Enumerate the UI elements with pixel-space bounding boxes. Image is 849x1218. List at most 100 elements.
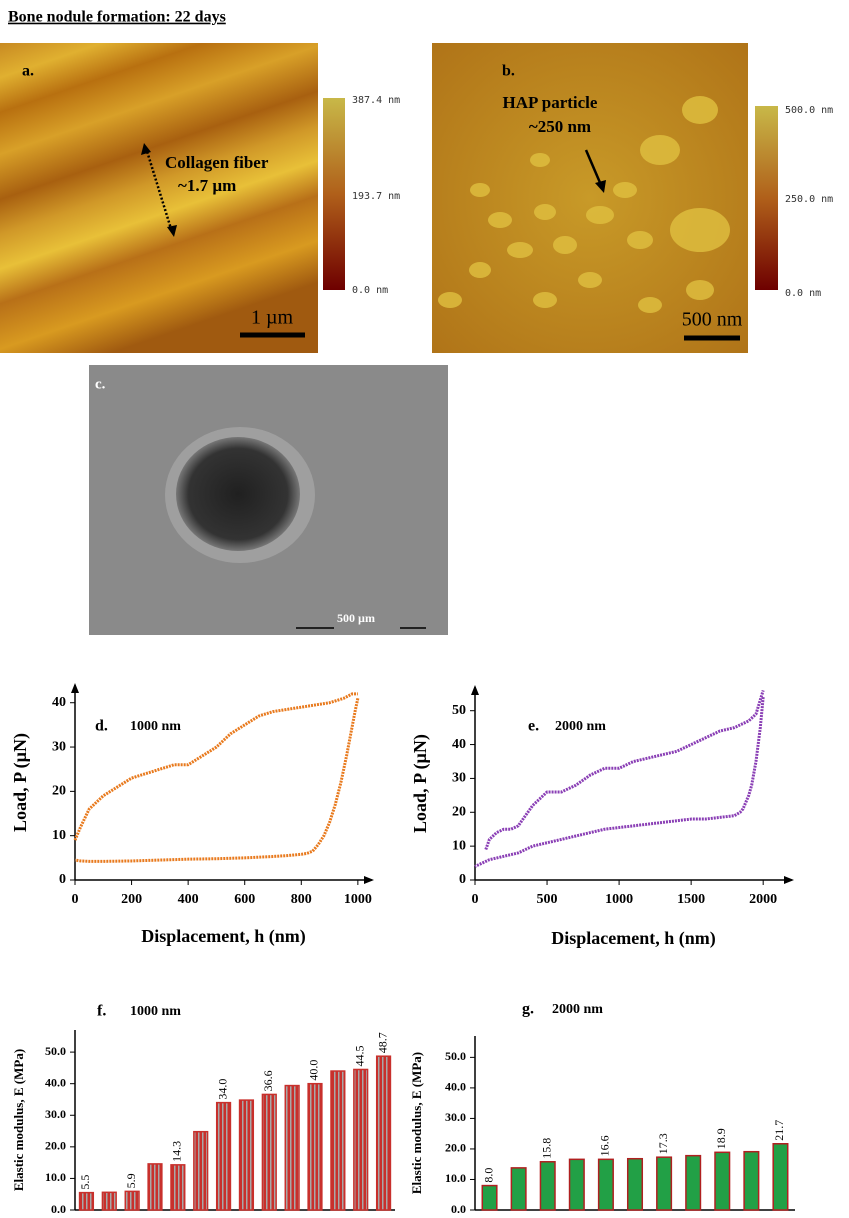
- value-label: 18.9: [714, 1128, 728, 1149]
- axis-arrow: [71, 683, 79, 693]
- x-tick-label: 600: [234, 892, 255, 907]
- bar: [377, 1056, 391, 1210]
- value-label: 44.5: [352, 1045, 366, 1066]
- y-tick-label: 30: [52, 739, 66, 754]
- bar: [331, 1071, 345, 1210]
- y-tick-label: 40: [452, 737, 466, 752]
- annotation: Collagen fiber: [165, 153, 269, 172]
- x-axis-label: Displacement, h (nm): [141, 926, 306, 947]
- y-tick-label: 40.0: [445, 1080, 466, 1094]
- x-axis-label: Displacement, h (nm): [551, 928, 716, 949]
- value-label: 15.8: [539, 1138, 553, 1159]
- nodule: [176, 437, 300, 551]
- x-tick-label: 500: [537, 892, 558, 907]
- figure-title: Bone nodule formation: 22 days: [8, 9, 226, 26]
- x-tick-label: 1500: [677, 892, 705, 907]
- annotation: ~250 nm: [529, 117, 591, 136]
- x-tick-label: 200: [121, 892, 142, 907]
- panel-annotation: 1000 nm: [130, 719, 181, 734]
- bar: [773, 1144, 788, 1210]
- colorbar-label: 0.0 nm: [352, 285, 388, 296]
- data-line: [75, 698, 358, 861]
- y-tick-label: 10.0: [445, 1171, 466, 1185]
- value-label: 17.3: [656, 1133, 670, 1154]
- bar: [657, 1157, 672, 1210]
- axis-arrow: [471, 685, 479, 695]
- scale-label: 1 µm: [251, 307, 294, 329]
- y-tick-label: 50: [452, 703, 466, 718]
- bar: [599, 1159, 614, 1210]
- scale-label: 500 µm: [337, 611, 375, 625]
- y-tick-label: 10: [52, 828, 66, 843]
- value-label: 40.0: [307, 1060, 321, 1081]
- bar: [148, 1164, 162, 1210]
- x-tick-label: 0: [472, 892, 479, 907]
- value-label: 14.3: [170, 1141, 184, 1162]
- y-axis-label: Elastic modulus, E (MPa): [11, 1049, 26, 1191]
- panel-label: g.: [522, 1001, 534, 1018]
- bar: [80, 1193, 94, 1210]
- y-tick-label: 20.0: [445, 1141, 466, 1155]
- x-tick-label: 0: [72, 892, 79, 907]
- y-tick-label: 30.0: [445, 1110, 466, 1124]
- data-line: [475, 697, 763, 866]
- y-tick-label: 0: [459, 872, 466, 887]
- data-line: [75, 694, 358, 840]
- annotation: HAP particle: [503, 93, 598, 112]
- value-label: 16.6: [598, 1135, 612, 1156]
- bar: [686, 1156, 701, 1210]
- x-tick-label: 400: [178, 892, 199, 907]
- bar: [540, 1162, 555, 1210]
- panel-label: a.: [22, 63, 34, 80]
- bar: [217, 1103, 231, 1210]
- colorbar: [755, 106, 778, 290]
- y-tick-label: 20.0: [45, 1139, 66, 1153]
- bar: [715, 1152, 730, 1210]
- bar: [262, 1094, 276, 1210]
- value-label: 48.7: [375, 1032, 389, 1053]
- figure: Bone nodule formation: 22 days a. Collag…: [0, 0, 849, 1218]
- bar: [308, 1084, 322, 1210]
- value-label: 5.5: [78, 1175, 92, 1190]
- afm-image: [432, 43, 748, 353]
- axis-arrow: [364, 876, 374, 884]
- y-tick-label: 0: [59, 872, 66, 887]
- value-label: 8.0: [481, 1168, 495, 1183]
- colorbar-label: 387.4 nm: [352, 95, 400, 106]
- x-tick-label: 1000: [605, 892, 633, 907]
- colorbar-label: 500.0 nm: [785, 105, 833, 116]
- y-tick-label: 20: [52, 784, 66, 799]
- panel-label: c.: [95, 376, 106, 392]
- y-tick-label: 10.0: [45, 1170, 66, 1184]
- y-tick-label: 50.0: [445, 1049, 466, 1063]
- colorbar: [323, 98, 345, 290]
- value-label: 21.7: [772, 1120, 786, 1141]
- page: {"title": "Bone nodule formation: 22 day…: [0, 0, 849, 1218]
- panel-label: b.: [502, 63, 515, 80]
- panel-label: f.: [97, 1003, 106, 1020]
- y-tick-label: 40.0: [45, 1075, 66, 1089]
- bar: [354, 1069, 368, 1210]
- y-tick-label: 30.0: [45, 1107, 66, 1121]
- bar: [570, 1159, 585, 1210]
- value-label: 5.9: [124, 1173, 138, 1188]
- y-tick-label: 20: [452, 804, 466, 819]
- y-axis-label: Load, P (µN): [410, 734, 431, 833]
- axis-arrow: [784, 876, 794, 884]
- y-tick-label: 40: [52, 695, 66, 710]
- x-tick-label: 2000: [749, 892, 777, 907]
- bar: [285, 1086, 299, 1210]
- bar: [194, 1132, 208, 1210]
- panel-label: e.: [528, 718, 539, 735]
- y-axis-label: Elastic modulus, E (MPa): [409, 1052, 424, 1194]
- colorbar-label: 0.0 nm: [785, 288, 821, 299]
- bar: [240, 1100, 254, 1210]
- annotation: ~1.7 µm: [178, 176, 236, 195]
- bar: [744, 1152, 759, 1210]
- bar: [482, 1186, 497, 1210]
- colorbar-label: 250.0 nm: [785, 194, 833, 205]
- y-tick-label: 0.0: [451, 1202, 466, 1216]
- bar: [171, 1165, 185, 1210]
- y-tick-label: 50.0: [45, 1044, 66, 1058]
- panel-label: d.: [95, 718, 108, 735]
